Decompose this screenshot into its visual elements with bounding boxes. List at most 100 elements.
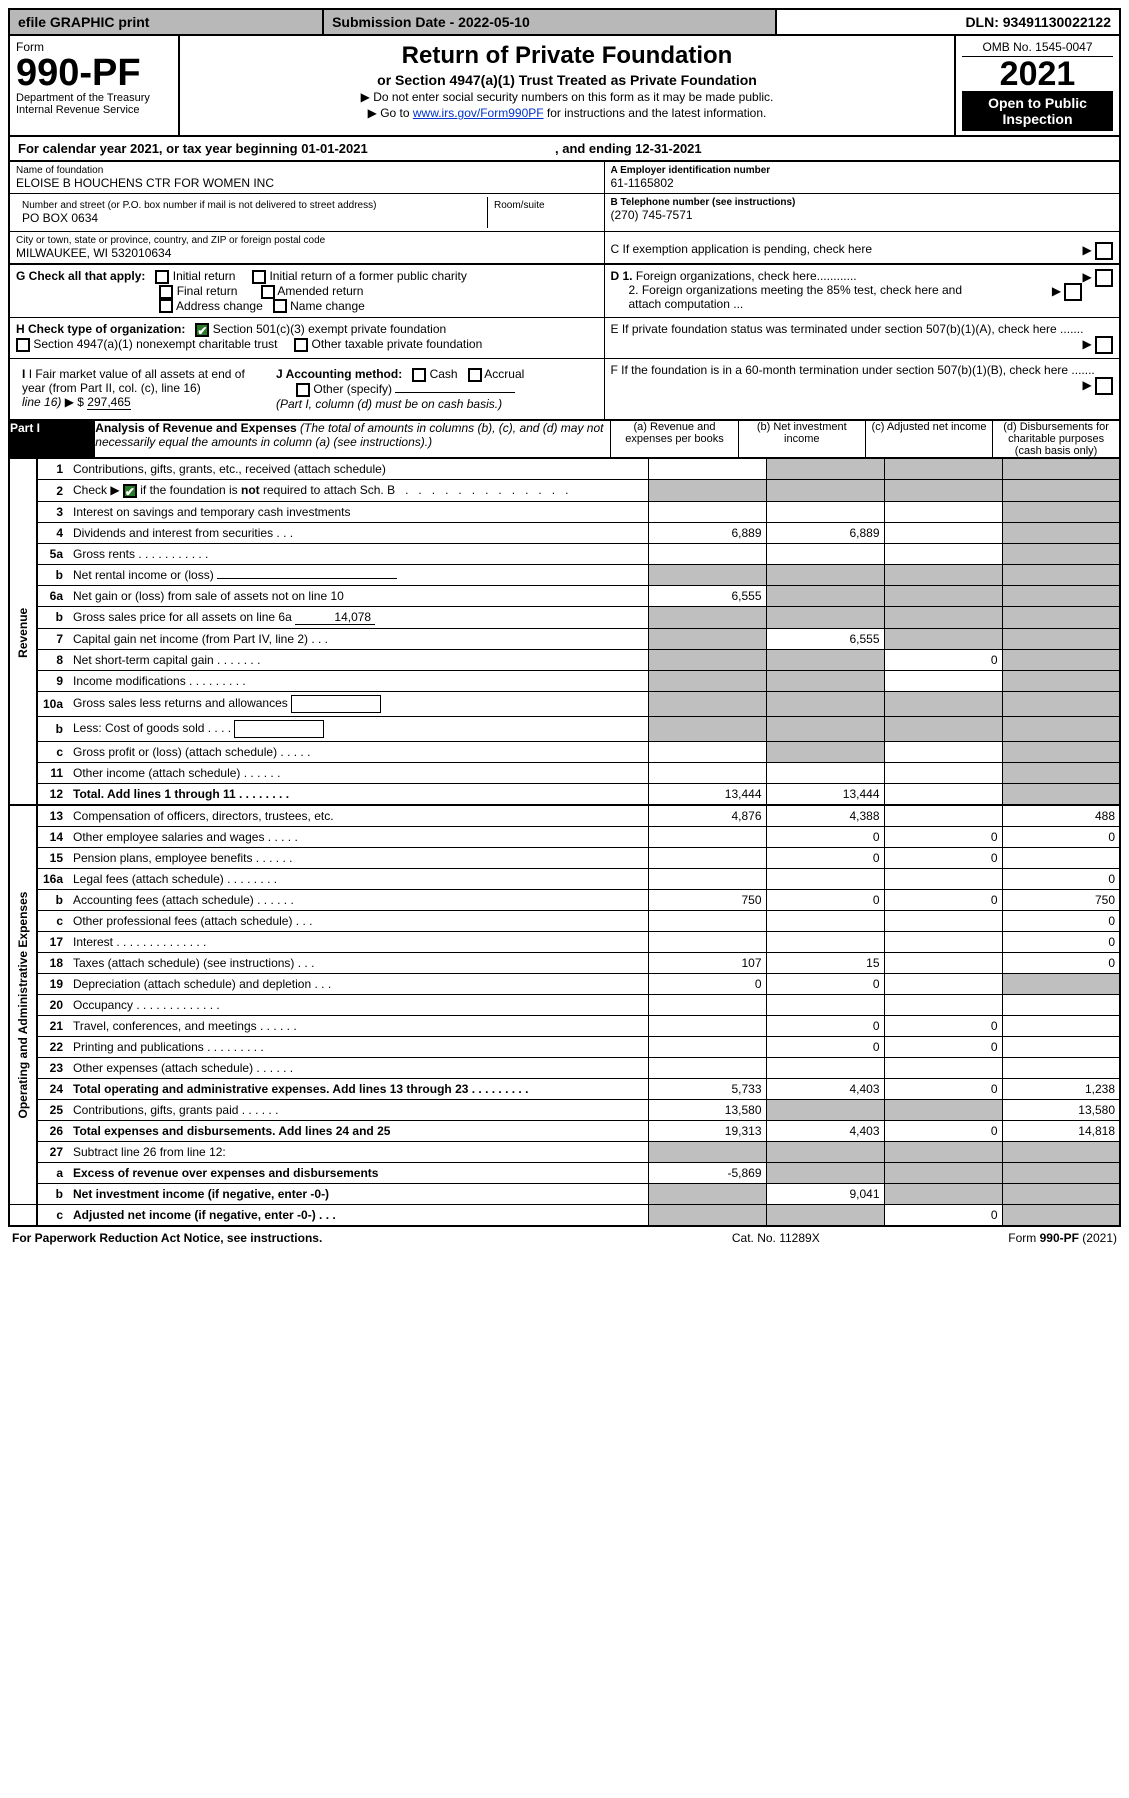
h-other: Other taxable private foundation: [312, 337, 483, 351]
ln-27a: a: [37, 1162, 69, 1183]
desc-27b: Net investment income (if negative, ente…: [69, 1183, 648, 1204]
side-opex: Operating and Administrative Expenses: [9, 806, 37, 1205]
ln-13: 13: [37, 806, 69, 827]
name-label: Name of foundation: [16, 165, 598, 176]
ln-5a: 5a: [37, 543, 69, 564]
f-checkbox[interactable]: [1095, 377, 1113, 395]
instr2-post: for instructions and the latest informat…: [544, 106, 767, 120]
cal-begin: For calendar year 2021, or tax year begi…: [18, 141, 368, 156]
footer-left: For Paperwork Reduction Act Notice, see …: [12, 1231, 322, 1245]
efile-label: efile GRAPHIC print: [9, 9, 323, 35]
ein-label: A Employer identification number: [611, 165, 771, 176]
desc-25: Contributions, gifts, grants paid . . . …: [69, 1099, 648, 1120]
desc-9: Income modifications . . . . . . . . .: [69, 670, 648, 691]
desc-3: Interest on savings and temporary cash i…: [69, 501, 648, 522]
desc-23: Other expenses (attach schedule) . . . .…: [69, 1057, 648, 1078]
desc-12: Total. Add lines 1 through 11 . . . . . …: [69, 783, 648, 805]
d1-checkbox[interactable]: [1095, 269, 1113, 287]
desc-1: Contributions, gifts, grants, etc., rece…: [69, 459, 648, 480]
j-accrual: Accrual: [484, 367, 524, 381]
addr-label: Number and street (or P.O. box number if…: [22, 200, 481, 211]
r18-a: 107: [648, 952, 766, 973]
h-other-checkbox[interactable]: [294, 338, 308, 352]
instruction-1: ▶ Do not enter social security numbers o…: [186, 90, 948, 104]
g-amended-checkbox[interactable]: [261, 285, 275, 299]
j-other: Other (specify): [313, 382, 392, 396]
r15-c: 0: [884, 847, 1002, 868]
r16a-d: 0: [1002, 868, 1120, 889]
ln-3: 3: [37, 501, 69, 522]
g-address: Address change: [176, 299, 263, 313]
j-accrual-checkbox[interactable]: [468, 368, 482, 382]
ln-6a: 6a: [37, 585, 69, 606]
r16b-b: 0: [766, 889, 884, 910]
h-501c3-checkbox[interactable]: ✔: [195, 323, 209, 337]
ln-22: 22: [37, 1036, 69, 1057]
r22-b: 0: [766, 1036, 884, 1057]
desc-10a: Gross sales less returns and allowances: [69, 691, 648, 716]
col-d-header: (d) Disbursements for charitable purpose…: [993, 421, 1120, 458]
form-link[interactable]: www.irs.gov/Form990PF: [413, 106, 544, 120]
dln: DLN: 93491130022122: [776, 9, 1120, 35]
r16b-c: 0: [884, 889, 1002, 910]
desc-5b: Net rental income or (loss): [69, 564, 648, 585]
room-label: Room/suite: [494, 200, 592, 211]
sch-b-checkbox[interactable]: ✔: [123, 484, 137, 498]
r24-d: 1,238: [1002, 1078, 1120, 1099]
ln-21: 21: [37, 1015, 69, 1036]
desc-27c: Adjusted net income (if negative, enter …: [69, 1204, 648, 1226]
r25-a: 13,580: [648, 1099, 766, 1120]
ln-5b: b: [37, 564, 69, 585]
g-initial-checkbox[interactable]: [155, 270, 169, 284]
r21-b: 0: [766, 1015, 884, 1036]
j-label: J Accounting method:: [276, 367, 402, 381]
desc-20: Occupancy . . . . . . . . . . . . .: [69, 994, 648, 1015]
c-label: C If exemption application is pending, c…: [611, 242, 873, 256]
r16c-d: 0: [1002, 910, 1120, 931]
g-initial-former: Initial return of a former public charit…: [269, 269, 466, 283]
r18-d: 0: [1002, 952, 1120, 973]
instr2-pre: ▶ Go to: [368, 106, 413, 120]
r12-b: 13,444: [766, 783, 884, 805]
h-label: H Check type of organization:: [16, 322, 185, 336]
ln-16a: 16a: [37, 868, 69, 889]
d2-checkbox[interactable]: [1064, 283, 1082, 301]
ln-7: 7: [37, 628, 69, 649]
r7-b: 6,555: [766, 628, 884, 649]
e-checkbox[interactable]: [1095, 336, 1113, 354]
ln-27c: c: [37, 1204, 69, 1226]
topbar: efile GRAPHIC print Submission Date - 20…: [8, 8, 1121, 36]
g-final-checkbox[interactable]: [159, 285, 173, 299]
g-final: Final return: [177, 284, 238, 298]
ln-10b: b: [37, 716, 69, 741]
r16b-d: 750: [1002, 889, 1120, 910]
desc-2: Check ▶ ✔ if the foundation is not requi…: [69, 480, 648, 502]
h-4947: Section 4947(a)(1) nonexempt charitable …: [33, 337, 277, 351]
desc-24: Total operating and administrative expen…: [69, 1078, 648, 1099]
j-cash-checkbox[interactable]: [412, 368, 426, 382]
title-block: Form 990-PF Department of the Treasury I…: [8, 36, 1121, 137]
ln-23: 23: [37, 1057, 69, 1078]
h-4947-checkbox[interactable]: [16, 338, 30, 352]
r13-b: 4,388: [766, 806, 884, 827]
phone-value: (270) 745-7571: [611, 208, 1114, 222]
desc-21: Travel, conferences, and meetings . . . …: [69, 1015, 648, 1036]
ein-value: 61-1165802: [611, 176, 1114, 190]
ln-10c: c: [37, 741, 69, 762]
part-i-header: Part I Analysis of Revenue and Expenses …: [8, 421, 1121, 459]
r21-c: 0: [884, 1015, 1002, 1036]
ln-16b: b: [37, 889, 69, 910]
j-other-checkbox[interactable]: [296, 383, 310, 397]
g-initial-former-checkbox[interactable]: [252, 270, 266, 284]
g-name-checkbox[interactable]: [273, 299, 287, 313]
ln-11: 11: [37, 762, 69, 783]
ln-12: 12: [37, 783, 69, 805]
opex-grid: Operating and Administrative Expenses 13…: [8, 806, 1121, 1227]
r27b-b: 9,041: [766, 1183, 884, 1204]
r24-b: 4,403: [766, 1078, 884, 1099]
desc-10c: Gross profit or (loss) (attach schedule)…: [69, 741, 648, 762]
g-address-checkbox[interactable]: [159, 299, 173, 313]
c-checkbox[interactable]: [1095, 242, 1113, 260]
desc-26: Total expenses and disbursements. Add li…: [69, 1120, 648, 1141]
ln-1: 1: [37, 459, 69, 480]
